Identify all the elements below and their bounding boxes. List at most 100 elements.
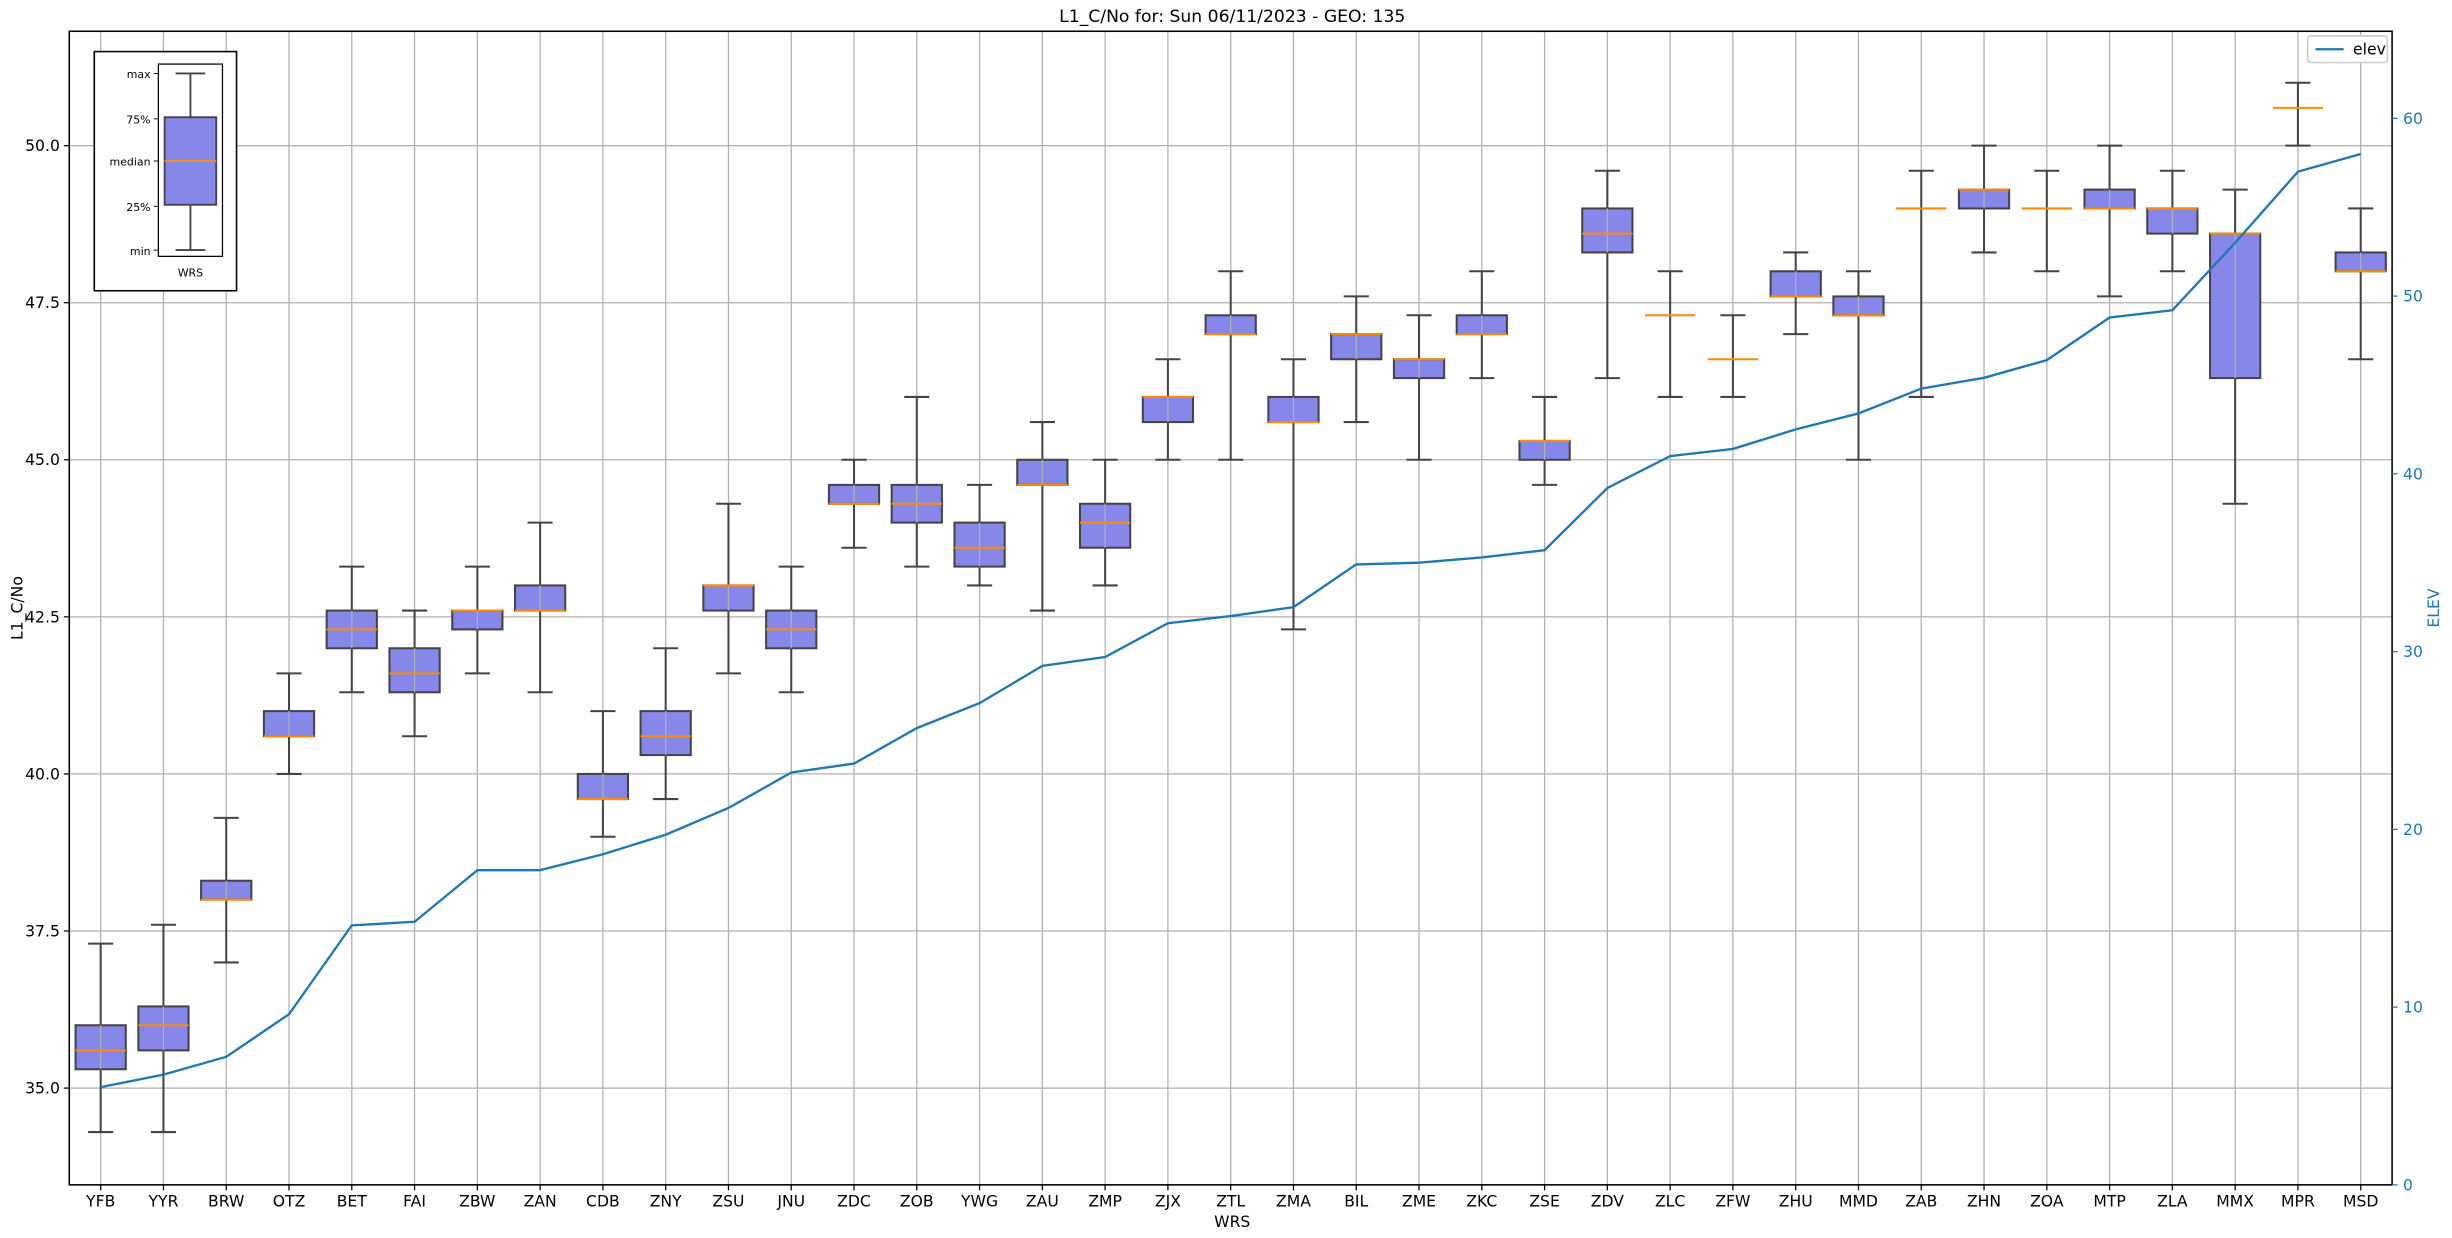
x-tick-label: ZBW bbox=[459, 1192, 495, 1211]
x-tick-label: ZTL bbox=[1216, 1192, 1245, 1211]
box-zla bbox=[2146, 169, 2199, 273]
x-tick-label: ZLC bbox=[1655, 1192, 1685, 1211]
x-tick-label: MMD bbox=[1839, 1192, 1878, 1211]
box-ywg bbox=[953, 483, 1006, 587]
box-zan bbox=[513, 521, 567, 694]
x-tick-label: ZHN bbox=[1967, 1192, 2001, 1211]
elev-line bbox=[100, 152, 2361, 1089]
box-zfw bbox=[1707, 314, 1759, 398]
box-zma bbox=[1267, 358, 1320, 631]
box-mmd bbox=[1832, 270, 1885, 461]
box-zny bbox=[639, 647, 692, 801]
legend-elev-label: elev bbox=[2353, 40, 2386, 59]
x-tick-label: ZMA bbox=[1276, 1192, 1311, 1211]
box-yyr bbox=[137, 923, 190, 1134]
box-zhn bbox=[1957, 144, 2011, 254]
y2-tick-label: 50 bbox=[2403, 287, 2423, 306]
box-zme bbox=[1392, 314, 1446, 461]
y-tick-label: 37.5 bbox=[25, 921, 60, 940]
x-tick-label: MSD bbox=[2343, 1192, 2378, 1211]
x-tick-label: ZLA bbox=[2157, 1192, 2188, 1211]
x-tick-label: ZFW bbox=[1715, 1192, 1750, 1211]
axes-ticks: YFB YYR BRW OTZ BET FAI ZBW ZAN CDB ZNY ZSU JNU ZDC Z… bbox=[25, 109, 2423, 1211]
y2-tick-label: 0 bbox=[2403, 1175, 2413, 1194]
x-tick-label: ZME bbox=[1402, 1192, 1436, 1211]
x-tick-label: JNU bbox=[776, 1192, 805, 1211]
box-zjx bbox=[1141, 358, 1195, 461]
chart-title: L1_C/No for: Sun 06/11/2023 - GEO: 135 bbox=[1059, 7, 1405, 27]
box-brw bbox=[200, 816, 253, 964]
y-tick-label: 35.0 bbox=[25, 1079, 60, 1098]
x-tick-label: MTP bbox=[2093, 1192, 2125, 1211]
box-ztl bbox=[1204, 270, 1257, 461]
box-zdc bbox=[827, 458, 881, 549]
x-tick-label: ZNY bbox=[650, 1192, 682, 1211]
inset-label-max: max bbox=[127, 68, 151, 81]
x-tick-label: ZDC bbox=[837, 1192, 871, 1211]
x-axis-label: WRS bbox=[1214, 1212, 1250, 1231]
y-tick-label: 50.0 bbox=[25, 136, 60, 155]
x-tick-label: ZHU bbox=[1779, 1192, 1813, 1211]
legend: elev bbox=[2306, 35, 2389, 64]
x-tick-label: YFB bbox=[85, 1192, 115, 1211]
inset-label-25: 25% bbox=[126, 201, 150, 214]
box-jnu bbox=[765, 565, 818, 694]
box-zhu bbox=[1769, 251, 1822, 336]
box-zsu bbox=[702, 502, 755, 675]
box-zob bbox=[890, 395, 943, 568]
y2-tick-label: 20 bbox=[2403, 820, 2423, 839]
x-tick-label: ZJX bbox=[1155, 1192, 1181, 1211]
x-tick-label: ZDV bbox=[1591, 1192, 1624, 1211]
x-tick-label: ZAU bbox=[1026, 1192, 1059, 1211]
y-axis-label: L1_C/No bbox=[7, 576, 27, 640]
box-zbw bbox=[451, 565, 504, 675]
x-tick-label: ZKC bbox=[1466, 1192, 1497, 1211]
x-tick-label: ZAN bbox=[524, 1192, 557, 1211]
box-zdv bbox=[1581, 169, 1634, 380]
x-tick-label: FAI bbox=[403, 1192, 426, 1211]
y-tick-label: 42.5 bbox=[25, 607, 60, 626]
y-tick-label: 40.0 bbox=[25, 764, 60, 783]
legend-box bbox=[2306, 35, 2389, 64]
x-tick-label: MPR bbox=[2281, 1192, 2315, 1211]
inset-label-median: median bbox=[110, 156, 151, 169]
x-tick-label: ZOA bbox=[2030, 1192, 2064, 1211]
box-mtp bbox=[2083, 144, 2136, 298]
x-tick-label: CDB bbox=[586, 1192, 620, 1211]
x-tick-label: ZSU bbox=[712, 1192, 744, 1211]
x-tick-label: BIL bbox=[1344, 1192, 1368, 1211]
inset-label-min: min bbox=[130, 245, 151, 258]
box-zoa bbox=[2021, 169, 2072, 273]
box-cdb bbox=[576, 710, 630, 838]
box-fai bbox=[388, 609, 441, 738]
inset-x-label: WRS bbox=[178, 267, 203, 280]
box-otz bbox=[262, 672, 316, 775]
y2-axis-label: ELEV bbox=[2424, 588, 2443, 627]
box-bet bbox=[325, 565, 378, 694]
y2-tick-label: 30 bbox=[2403, 642, 2423, 661]
box-zau bbox=[1016, 421, 1069, 612]
y2-tick-label: 10 bbox=[2403, 998, 2423, 1017]
box-zkc bbox=[1455, 270, 1508, 380]
elev-series bbox=[100, 152, 2361, 1089]
x-tick-label: OTZ bbox=[273, 1192, 306, 1211]
x-tick-label: BET bbox=[337, 1192, 368, 1211]
boxplot-key-inset: max 75% median 25% min WRS bbox=[93, 50, 238, 292]
y-tick-label: 47.5 bbox=[25, 293, 60, 312]
box-zlc bbox=[1645, 270, 1696, 398]
x-tick-label: ZOB bbox=[900, 1192, 934, 1211]
x-tick-label: YYR bbox=[147, 1192, 178, 1211]
box-zab bbox=[1896, 169, 1947, 398]
box-mpr bbox=[2272, 81, 2324, 147]
x-tick-label: ZMP bbox=[1088, 1192, 1122, 1211]
box-yfb bbox=[74, 942, 127, 1134]
x-tick-label: MMX bbox=[2216, 1192, 2254, 1211]
box-zse bbox=[1518, 395, 1571, 486]
inset-label-75: 75% bbox=[126, 113, 150, 126]
boxes bbox=[74, 81, 2387, 1134]
y2-tick-label: 60 bbox=[2403, 109, 2423, 128]
box-bil bbox=[1330, 295, 1383, 424]
x-tick-label: ZSE bbox=[1529, 1192, 1560, 1211]
